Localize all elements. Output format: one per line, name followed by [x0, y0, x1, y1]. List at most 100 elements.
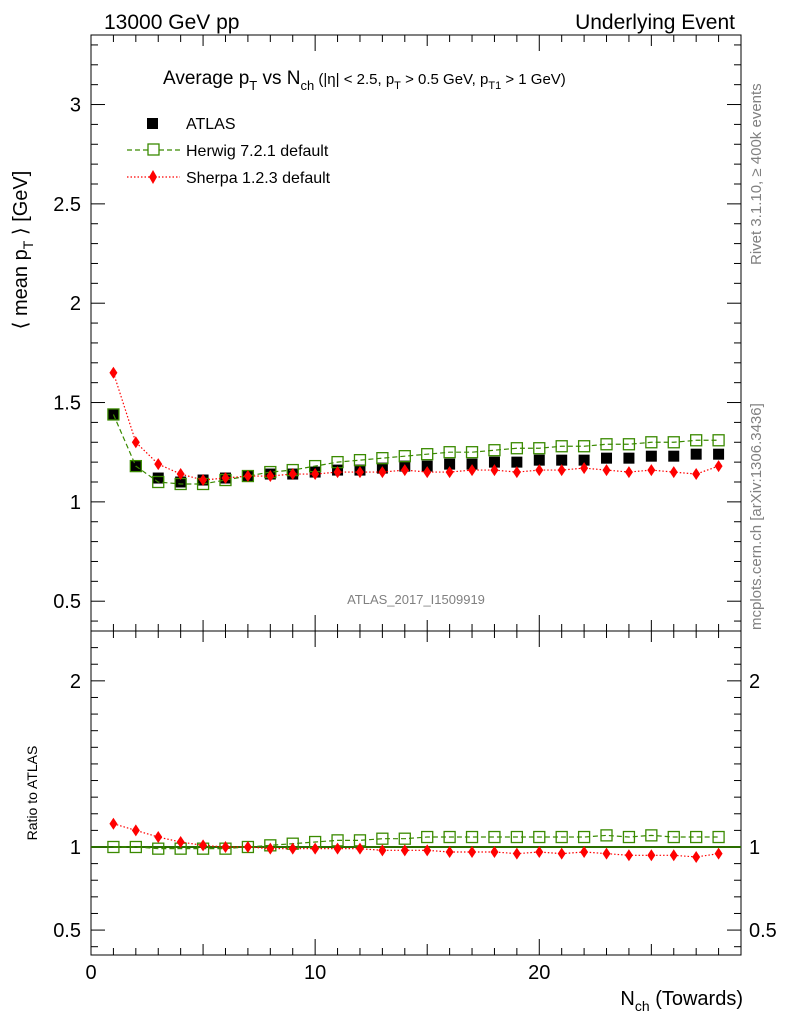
main-atlas-point [668, 450, 680, 462]
ratio-herwig-point [488, 830, 501, 844]
main-atlas-point [533, 454, 545, 466]
main-axis-ticks: 0.5 1 1.5 2 2.5 3 [53, 35, 742, 631]
main-sherpa-point [355, 466, 364, 479]
legend-herwig-label: Herwig 7.2.1 default [186, 143, 329, 160]
ratio-herwig-point [376, 832, 389, 845]
main-atlas-point [488, 456, 500, 468]
main-herwig-point [667, 436, 680, 449]
main-data-series [107, 366, 725, 491]
ratio-herwig-point [443, 830, 456, 844]
main-herwig-point [129, 459, 142, 473]
ratio-herwig-point [712, 830, 725, 844]
ratio-y-tick-label-right: 0.5 [749, 920, 777, 942]
main-herwig-point [376, 452, 389, 465]
ratio-herwig-point [510, 830, 524, 844]
analysis-label: Underlying Event [575, 11, 735, 34]
main-herwig-point [107, 408, 120, 421]
ratio-y-axis-label: Ratio to ATLAS [24, 746, 40, 841]
ratio-herwig-point [667, 830, 680, 844]
ratio-sherpa-point [378, 844, 387, 857]
main-herwig-point [510, 442, 524, 455]
main-atlas-point [645, 450, 657, 462]
ratio-sherpa-point [243, 841, 252, 853]
ratio-y-tick-label: 0.5 [53, 920, 81, 942]
legend-atlas: ATLAS [147, 116, 236, 133]
ratio-sherpa-point [580, 845, 589, 858]
main-sherpa-point [243, 470, 252, 483]
ratio-sherpa-point [557, 847, 566, 860]
ratio-sherpa-point [624, 849, 633, 862]
ratio-herwig-point [622, 830, 636, 844]
ratio-sherpa-point [176, 836, 185, 849]
main-sherpa-point [669, 466, 678, 479]
ratio-y-tick-label: 1 [70, 837, 81, 859]
main-atlas-point [578, 454, 590, 466]
main-herwig-line [112, 414, 719, 485]
ratio-sherpa-point [109, 817, 118, 830]
ratio-herwig-line [113, 834, 719, 850]
main-sherpa-point [624, 466, 633, 479]
main-herwig-point [353, 453, 367, 467]
main-sherpa-point [580, 462, 589, 475]
main-y-tick-label: 2 [70, 293, 81, 315]
main-atlas-point [175, 476, 187, 488]
ratio-sherpa-point [602, 847, 611, 860]
ratio-y-tick-label: 2 [70, 671, 81, 693]
ratio-y-tick-label-right: 2 [749, 671, 760, 693]
main-atlas-point [444, 458, 456, 470]
ratio-sherpa-point [333, 842, 342, 855]
main-sherpa-point [490, 464, 499, 477]
main-herwig-point [577, 440, 591, 453]
analysis-id-watermark: ATLAS_2017_I1509919 [347, 592, 485, 607]
ratio-sherpa-point [445, 845, 454, 858]
main-herwig-point [690, 434, 703, 447]
main-y-axis-label: ⟨ mean pT ⟩ [GeV] [10, 171, 36, 330]
x-axis-label: Nch (Towards) [620, 988, 743, 1014]
main-herwig-point [152, 475, 165, 489]
ratio-sherpa-point [288, 842, 297, 855]
main-sherpa-point [557, 464, 566, 477]
ratio-herwig-point [421, 830, 434, 844]
ratio-sherpa-point [400, 844, 409, 857]
main-atlas-point [623, 452, 635, 464]
ratio-sherpa-point [535, 845, 544, 858]
main-sherpa-point [423, 466, 432, 479]
main-sherpa-point [602, 464, 611, 477]
ratio-herwig-point [533, 830, 546, 844]
main-atlas-point [601, 452, 613, 464]
legend-herwig-marker [147, 143, 160, 156]
ratio-sherpa-point [669, 849, 678, 862]
main-herwig-point [555, 440, 568, 453]
ratio-sherpa-point [490, 845, 499, 858]
main-herwig-point [533, 442, 546, 455]
main-herwig-point [465, 446, 479, 459]
main-sherpa-point [535, 464, 544, 477]
main-sherpa-point [378, 466, 387, 479]
main-sherpa-point [714, 460, 723, 473]
x-tick-label: 0 [85, 962, 96, 984]
main-y-tick-label: 3 [70, 95, 81, 117]
main-atlas-point [152, 472, 164, 484]
main-y-tick-label: 1.5 [53, 393, 81, 415]
main-sherpa-point [288, 468, 297, 481]
ratio-axis-ticks: 0.5 0.51 12 20 10 20 [53, 630, 777, 984]
legend-atlas-label: ATLAS [186, 116, 236, 133]
ratio-sherpa-point [423, 844, 432, 857]
ratio-herwig-point [398, 832, 411, 845]
main-herwig-point [622, 438, 636, 451]
main-herwig-point [398, 450, 411, 463]
main-sherpa-point [692, 468, 701, 481]
ratio-sherpa-point [692, 850, 701, 863]
rivet-version-label: Rivet 3.1.10, ≥ 400k events [748, 83, 765, 265]
main-atlas-point [713, 448, 725, 460]
main-sherpa-point [647, 464, 656, 477]
main-sherpa-point [131, 436, 140, 449]
legend-atlas-marker [147, 118, 158, 129]
main-sherpa-line [112, 372, 719, 481]
ratio-sherpa-point [266, 842, 275, 855]
main-y-tick-label: 2.5 [53, 194, 81, 216]
main-herwig-point [712, 434, 725, 447]
plot-title: Average pT vs Nch (|η| < 2.5, pT > 0.5 G… [163, 68, 566, 93]
ratio-herwig-point [555, 830, 568, 844]
